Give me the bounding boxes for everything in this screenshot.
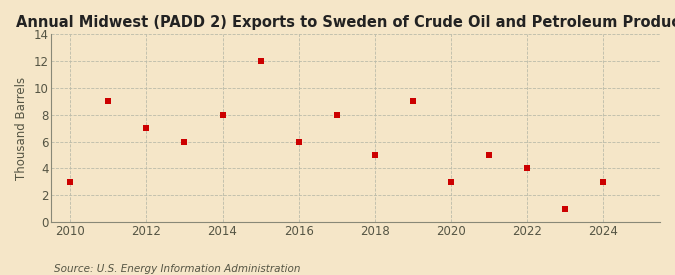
Text: Source: U.S. Energy Information Administration: Source: U.S. Energy Information Administ… — [54, 264, 300, 274]
Point — [560, 207, 570, 211]
Point — [255, 59, 266, 63]
Point — [446, 180, 456, 184]
Point — [597, 180, 608, 184]
Point — [179, 139, 190, 144]
Point — [293, 139, 304, 144]
Point — [331, 112, 342, 117]
Point — [217, 112, 228, 117]
Point — [522, 166, 533, 170]
Point — [141, 126, 152, 130]
Point — [407, 99, 418, 103]
Title: Annual Midwest (PADD 2) Exports to Sweden of Crude Oil and Petroleum Products: Annual Midwest (PADD 2) Exports to Swede… — [16, 15, 675, 30]
Point — [369, 153, 380, 157]
Y-axis label: Thousand Barrels: Thousand Barrels — [15, 76, 28, 180]
Point — [65, 180, 76, 184]
Point — [103, 99, 114, 103]
Point — [483, 153, 494, 157]
